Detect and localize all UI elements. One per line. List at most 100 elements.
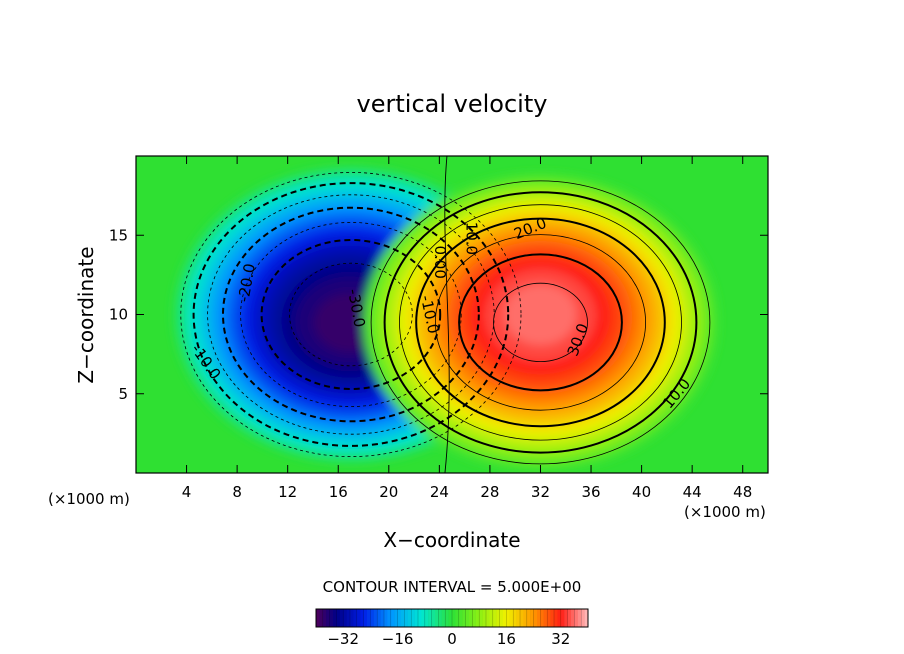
contour-line [289,262,413,367]
colorbar-swatch [475,609,480,627]
colorbar-swatch [444,608,450,628]
colorbar-swatch [315,608,321,628]
chart-title: vertical velocity [357,90,548,118]
colorbar-swatch [530,609,534,627]
colorbar-swatch [417,608,423,628]
colorbar-swatch [428,609,432,627]
colorbar-swatch [506,608,511,628]
colorbar-swatch [356,608,361,628]
colorbar-swatch [373,609,378,627]
colorbar-swatch [509,609,514,627]
zero-contour [444,156,450,473]
colorbar-swatch [543,609,548,627]
colorbar-swatch [424,608,429,628]
contour-lines [180,156,711,473]
colorbar-swatch [336,608,341,628]
y-tick-label: 5 [118,385,128,403]
colorbar-swatch [360,609,364,627]
colorbar-tick-label: −16 [382,630,414,648]
colorbar-swatch [407,609,412,627]
colorbar-swatch [523,609,528,627]
colorbar: −32 −16 0 16 32 [315,608,589,648]
colorbar-swatch [526,608,531,628]
colorbar-swatch [342,608,348,628]
contour-line [260,239,442,390]
colorbar-swatch [455,609,460,627]
colorbar-swatch [458,608,463,628]
x-tick-label: 48 [733,483,752,501]
colorbar-swatch [499,608,504,628]
colorbar-swatch [482,609,487,627]
colorbar-swatch [492,608,497,628]
contour-line [493,282,588,362]
colorbar-swatch [574,608,579,628]
colorbar-swatch [584,609,589,627]
colorbar-tick-label: −32 [327,630,359,648]
x-tick-label: 16 [329,483,348,501]
colorbar-swatch [441,609,446,627]
colorbar-swatch [383,608,389,628]
contour-line [383,191,698,454]
contour-line [399,204,682,441]
contour-line [370,180,711,465]
colorbar-swatch [478,608,484,628]
colorbar-swatch [387,609,392,627]
colorbar-swatch [410,608,416,628]
colorbar-swatch [438,608,443,628]
colorbar-swatch [557,609,562,627]
colorbar-swatch [540,608,545,628]
colorbar-swatch [489,609,494,627]
colorbar-swatch [380,609,385,627]
field-fill [173,166,718,471]
contour-line [458,253,623,392]
colorbar-swatch [448,609,453,627]
x-tick-label: 40 [632,483,651,501]
x-tick-label: 28 [480,483,499,501]
colorbar-swatch [326,609,330,627]
x-tick-label: 44 [683,483,702,501]
colorbar-swatch [512,608,518,628]
colorbar-swatch [339,609,344,627]
colorbar-swatch [550,609,555,627]
colorbar-swatch [363,608,368,628]
colorbar-swatch [564,609,568,627]
colorbar-swatch [472,608,477,628]
colorbar-swatch [546,608,552,628]
contour-line [434,234,646,411]
y-tick-label: 15 [109,226,128,244]
colorbar-swatch [421,609,426,627]
colorbar-swatch [553,608,559,628]
x-tick-label: 24 [430,483,449,501]
colorbar-swatch [516,609,521,627]
colorbar-swatch [390,608,395,628]
contour-interval-text: CONTOUR INTERVAL = 5.000E+00 [323,578,582,596]
contour-line [192,182,510,447]
colorbar-swatch [485,608,491,628]
contour-line [180,171,522,458]
colorbar-swatch [451,608,457,628]
x-tick-label: 12 [278,483,297,501]
colorbar-swatch [469,609,473,627]
colorbar-tick-label: 16 [497,630,516,648]
field-band [504,284,577,345]
y-axis: 5 10 15 [109,226,768,403]
y-tick-label: 10 [109,306,128,324]
contour-line [222,206,480,423]
colorbar-swatch [401,609,405,627]
colorbar-swatch [580,608,586,628]
colorbar-swatch [404,608,409,628]
colorbar-swatch [537,609,541,627]
colorbar-swatch [503,609,507,627]
colorbar-swatch [567,608,572,628]
colorbar-swatch [519,608,525,628]
colorbar-swatch [577,609,582,627]
colorbar-swatch [431,608,436,628]
colorbar-swatch [397,608,402,628]
colorbar-swatch [319,609,324,627]
colorbar-swatch [353,609,358,627]
x-unit-left: (×1000 m) [48,490,130,508]
x-tick-label: 4 [182,483,192,501]
colorbar-swatch [414,609,419,627]
